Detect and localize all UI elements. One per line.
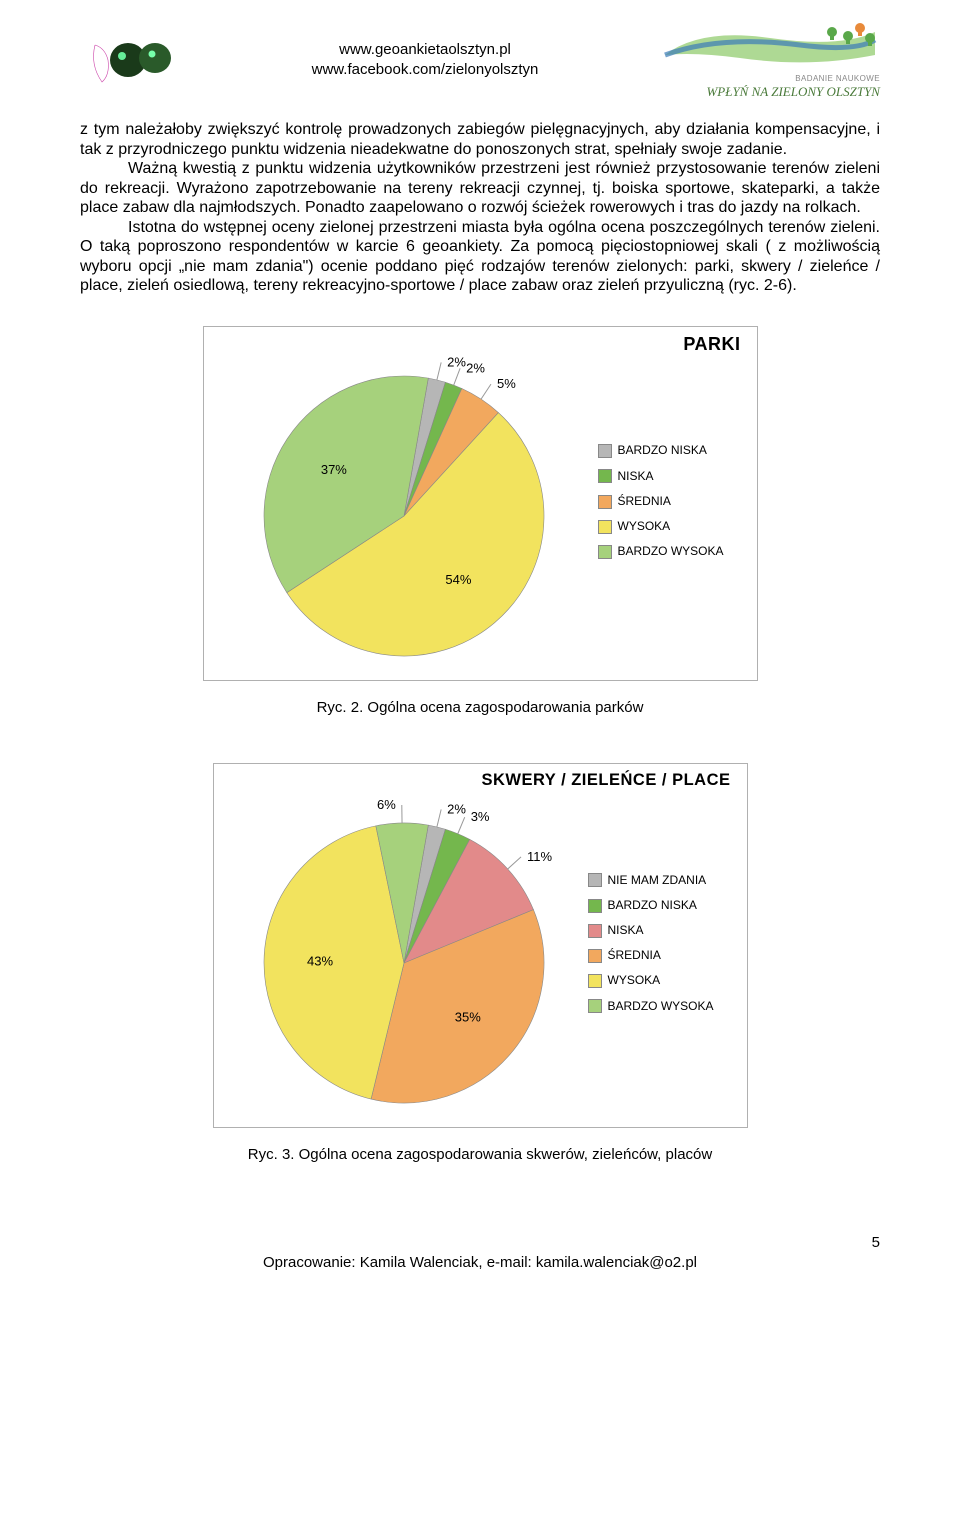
pie-slice-label: 2% [447,355,466,370]
legend-item: WYSOKA [598,514,747,539]
pie-slice-label: 6% [376,797,395,812]
chart-1-caption: Ryc. 2. Ogólna ocena zagospodarowania pa… [80,699,880,718]
chart-2-pie: 2% 3% 11% 35% 43% 6% [224,773,574,1113]
legend-item: ŚREDNIA [588,943,737,968]
logo-right-main: WPŁYŃ NA ZIELONY OLSZTYN [660,84,880,100]
legend-swatch [598,495,612,509]
chart-2-title: SKWERY / ZIELEŃCE / PLACE [481,770,730,791]
legend-label: BARDZO NISKA [618,443,707,457]
logo-right: BADANIE NAUKOWE WPŁYŃ NA ZIELONY OLSZTYN [660,20,880,100]
header-url-2: www.facebook.com/zielonyolsztyn [312,60,539,80]
legend-swatch [588,974,602,988]
legend-label: NISKA [608,923,644,937]
pie-slice-label: 43% [306,954,332,969]
footer-text: Opracowanie: Kamila Walenciak, e-mail: k… [263,1254,697,1271]
pie-slice-label: 2% [466,361,485,376]
legend-swatch [588,999,602,1013]
legend-label: ŚREDNIA [608,948,661,962]
pie-slice-label: 3% [470,809,489,824]
chart-1-parki: PARKI 2%2% 5% 54% 37% BARDZO NISKA NISKA ŚRED… [203,326,758,681]
header-url-1: www.geoankietaolsztyn.pl [312,40,539,60]
legend-swatch [588,949,602,963]
header-urls: www.geoankietaolsztyn.pl www.facebook.co… [312,40,539,81]
legend-swatch [588,899,602,913]
pie-slice-label: 35% [454,1010,480,1025]
logo-left [80,30,190,90]
legend-swatch [588,924,602,938]
legend-label: NIE MAM ZDANIA [608,873,707,887]
chart-1-legend: BARDZO NISKA NISKA ŚREDNIA WYSOKA BARDZO WYS… [584,438,747,564]
legend-label: BARDZO WYSOKA [618,544,724,558]
legend-label: BARDZO NISKA [608,898,697,912]
chart-1-pie: 2%2% 5% 54% 37% [214,331,584,671]
pie-slice-label: 37% [320,462,346,477]
legend-label: WYSOKA [608,973,661,987]
pie-slice-label: 5% [496,376,515,391]
legend-item: BARDZO WYSOKA [598,539,747,564]
legend-item: BARDZO WYSOKA [588,994,737,1019]
legend-item: BARDZO NISKA [588,893,737,918]
pie-slice-label: 54% [445,572,471,587]
legend-swatch [598,444,612,458]
page-number: 5 [872,1234,880,1253]
legend-item: WYSOKA [588,968,737,993]
chart-2-caption: Ryc. 3. Ogólna ocena zagospodarowania sk… [80,1146,880,1165]
legend-swatch [598,520,612,534]
body-text: z tym należałoby zwiększyć kontrolę prow… [80,120,880,296]
legend-label: ŚREDNIA [618,494,671,508]
pie-slice-label: 11% [527,849,552,864]
logo-right-icon [660,20,880,68]
legend-item: BARDZO NISKA [598,438,747,463]
logo-left-icon [80,30,190,88]
logo-right-sub: BADANIE NAUKOWE [660,74,880,84]
paragraph-1: z tym należałoby zwiększyć kontrolę prow… [80,121,880,158]
legend-item: NISKA [598,464,747,489]
legend-swatch [588,873,602,887]
legend-label: WYSOKA [618,519,671,533]
legend-label: NISKA [618,469,654,483]
chart-2-skwery: SKWERY / ZIELEŃCE / PLACE 2% 3% 11% 35% 43% 6… [213,763,748,1128]
legend-item: NISKA [588,918,737,943]
chart-2-legend: NIE MAM ZDANIA BARDZO NISKA NISKA ŚREDNIA WY… [574,868,737,1019]
legend-label: BARDZO WYSOKA [608,999,714,1013]
legend-item: ŚREDNIA [598,489,747,514]
page-footer: 5 Opracowanie: Kamila Walenciak, e-mail:… [80,1254,880,1273]
paragraph-3: Istotna do wstępnej oceny zielonej przes… [80,219,880,295]
legend-item: NIE MAM ZDANIA [588,868,737,893]
chart-1-title: PARKI [683,333,740,356]
pie-slice-label: 2% [447,802,466,817]
legend-swatch [598,545,612,559]
paragraph-2: Ważną kwestią z punktu widzenia użytkown… [80,160,880,216]
page-header: www.geoankietaolsztyn.pl www.facebook.co… [80,20,880,100]
legend-swatch [598,469,612,483]
